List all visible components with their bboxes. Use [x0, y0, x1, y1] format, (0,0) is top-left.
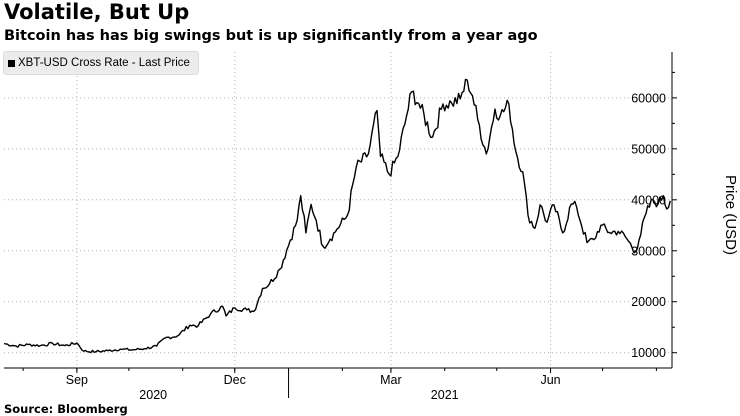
y-tick-label: 10000 [631, 346, 666, 360]
legend-swatch-icon [8, 59, 15, 67]
series-line-xbt-usd [3, 78, 671, 354]
y-tick-label: 40000 [631, 193, 666, 207]
chart-title: Volatile, But Up [4, 0, 190, 24]
y-axis-title: Price (USD) [722, 175, 739, 255]
y-tick-label: 50000 [631, 142, 666, 156]
x-tick-label: Dec [224, 373, 246, 387]
x-year-label: 2020 [139, 388, 167, 402]
chart-subtitle: Bitcoin has has big swings but is up sig… [4, 28, 538, 44]
y-tick-label: 20000 [631, 295, 666, 309]
y-tick-label: 60000 [631, 91, 666, 105]
chart-legend: XBT-USD Cross Rate - Last Price [3, 51, 199, 75]
x-tick-label: Jun [540, 373, 560, 387]
y-tick-label: 30000 [631, 244, 666, 258]
x-tick-label: Sep [66, 373, 88, 387]
source-note: Source: Bloomberg [4, 402, 128, 416]
x-tick-label: Mar [380, 373, 402, 387]
x-year-label: 2021 [431, 388, 459, 402]
legend-label: XBT-USD Cross Rate - Last Price [18, 57, 190, 69]
